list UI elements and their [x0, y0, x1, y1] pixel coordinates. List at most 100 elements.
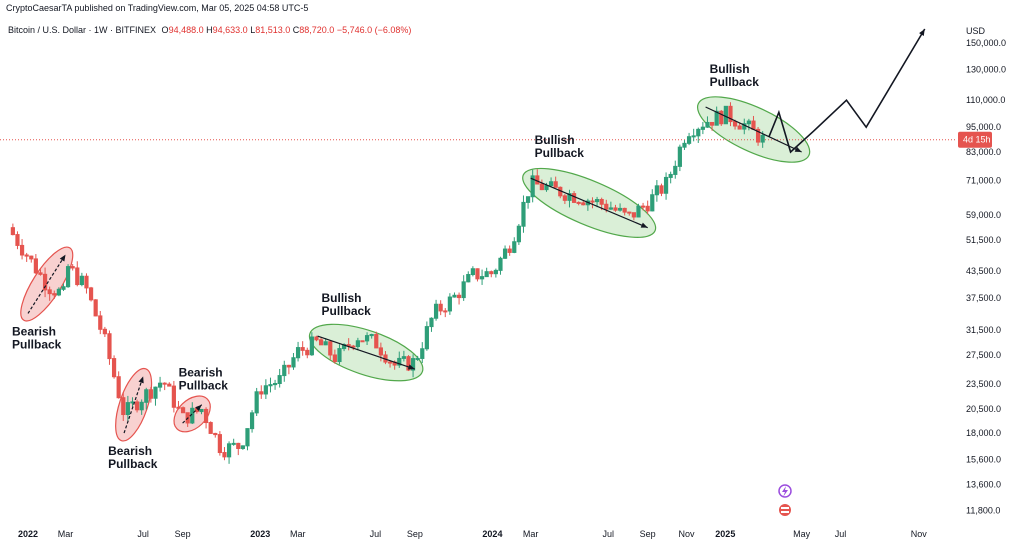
- attribution-text: CryptoCaesarTA published on TradingView.…: [6, 3, 309, 13]
- y-tick-label: 59,000.0: [966, 210, 1001, 220]
- arrow-head: [407, 364, 415, 370]
- candle-body: [222, 452, 227, 458]
- y-tick-label: 51,500.0: [966, 235, 1001, 245]
- candle-body: [153, 386, 158, 399]
- candle-body: [240, 445, 245, 449]
- candle-body: [33, 258, 38, 274]
- candle-body: [208, 422, 213, 434]
- lightning-icon: [782, 486, 788, 497]
- close-value: 88,720.0: [299, 25, 335, 35]
- candle-body: [180, 407, 186, 414]
- projection-path: [768, 28, 926, 154]
- x-tick-label: Jul: [370, 529, 382, 539]
- candle-body: [714, 110, 719, 126]
- x-tick-label: Sep: [407, 529, 423, 539]
- annotation-label: Pullback: [535, 146, 585, 160]
- y-tick-label: 110,000.0: [966, 95, 1005, 105]
- candle-body: [562, 195, 567, 201]
- x-tick-label: Sep: [175, 529, 191, 539]
- candle-body: [452, 294, 457, 298]
- candle-body: [245, 428, 250, 447]
- arrow-head: [138, 376, 144, 384]
- annotation-label: Pullback: [321, 304, 371, 318]
- pullback-arrow: [705, 106, 802, 153]
- annotation-label: Pullback: [710, 75, 760, 89]
- candle-body: [636, 205, 641, 218]
- candle-body: [213, 432, 218, 436]
- y-tick-label: 37,500.0: [966, 293, 1001, 303]
- symbol-ohlc-bar: Bitcoin / U.S. Dollar · 1W · BITFINEX O 9…: [8, 25, 411, 35]
- candle-body: [61, 286, 66, 290]
- candle-body: [268, 384, 273, 387]
- candle-body: [374, 334, 379, 349]
- candle-body: [627, 211, 632, 214]
- candle-body: [295, 347, 301, 359]
- candle-body: [203, 408, 209, 424]
- arrow-head: [794, 146, 802, 152]
- open-label: O: [161, 25, 169, 35]
- y-tick-label: 23,500.0: [966, 379, 1001, 389]
- flag-stripe: [781, 507, 789, 509]
- x-tick-label: Jul: [137, 529, 149, 539]
- candle-body: [755, 128, 761, 143]
- arrow-head: [195, 404, 202, 412]
- candle-body: [443, 310, 448, 313]
- candle-body: [604, 203, 609, 210]
- candle-body: [581, 202, 586, 206]
- us-flag-icon[interactable]: [779, 504, 791, 516]
- candle-body: [525, 196, 531, 203]
- candle-body: [456, 294, 462, 299]
- candle-body: [571, 193, 577, 203]
- y-tick-label: 31,500.0: [966, 325, 1001, 335]
- high-value: 94,633.0: [212, 25, 248, 35]
- candle-body: [148, 389, 153, 399]
- candle-body: [217, 434, 222, 454]
- annotation-label: Bearish: [108, 444, 152, 458]
- candle-body: [259, 391, 264, 395]
- candle-body: [65, 266, 71, 288]
- candle-body: [424, 326, 429, 350]
- x-tick-label: 2025: [715, 529, 735, 539]
- candle-body: [659, 185, 664, 194]
- y-tick-label: 27,500.0: [966, 350, 1001, 360]
- candle-body: [286, 364, 291, 368]
- candle-body: [461, 281, 466, 299]
- candle-body: [318, 339, 324, 346]
- low-value: 81,513.0: [255, 25, 291, 35]
- candle-body: [47, 289, 52, 295]
- candle-body: [111, 358, 117, 378]
- y-tick-label: 71,000.0: [966, 176, 1001, 186]
- candle-body: [107, 333, 112, 360]
- candle-body: [364, 335, 370, 342]
- bearish-pullback-zone[interactable]: [108, 364, 159, 445]
- candle-body: [516, 225, 521, 243]
- projection-line: [768, 28, 926, 154]
- x-tick-label: 2022: [18, 529, 38, 539]
- candle-body: [447, 296, 452, 312]
- annotation-zones: [20, 96, 811, 445]
- candle-body: [84, 275, 89, 289]
- candle-body: [420, 348, 425, 359]
- y-tick-label: 83,000.0: [966, 147, 1001, 157]
- candle-body: [397, 357, 402, 366]
- pullback-arrow: [27, 254, 67, 314]
- annotation-labels: BearishPullbackBearishPullbackBearishPul…: [12, 62, 759, 471]
- symbol-name[interactable]: Bitcoin / U.S. Dollar · 1W · BITFINEX: [8, 25, 157, 35]
- candle-body: [42, 273, 48, 291]
- candle-body: [484, 271, 489, 278]
- candle-body: [668, 173, 673, 178]
- candle-body: [263, 385, 268, 395]
- y-axis-panel: [956, 0, 1024, 543]
- candle-body: [199, 408, 204, 413]
- x-tick-label: Jul: [602, 529, 614, 539]
- x-tick-label: Nov: [678, 529, 695, 539]
- y-axis: USD 150,000.0 130,000.0 110,000.0 95,000.0 83…: [956, 0, 1024, 543]
- currency-label: USD: [966, 26, 986, 36]
- candle-body: [355, 340, 360, 348]
- candle-body: [415, 357, 420, 360]
- candle-body: [38, 272, 43, 275]
- annotation-arrows: [27, 106, 802, 434]
- y-tick-label: 15,600.0: [966, 454, 1001, 464]
- candle-body: [314, 336, 319, 341]
